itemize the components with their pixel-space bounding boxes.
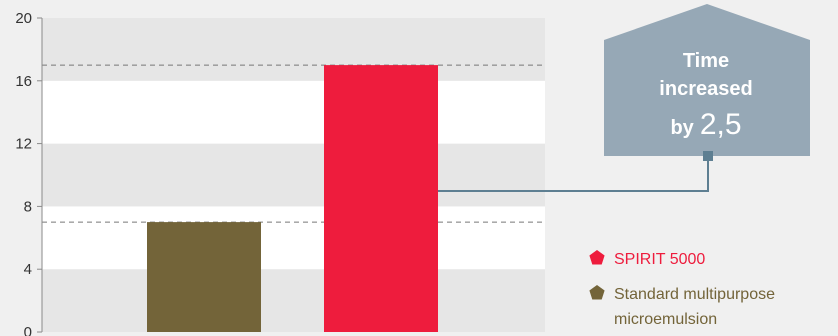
- legend-marker-standard: [589, 285, 605, 300]
- callout-line-3: by 2,5: [670, 108, 741, 141]
- callout-connector: [438, 156, 709, 192]
- reference-lines: [42, 64, 545, 223]
- callout-shape: [604, 4, 810, 156]
- legend-label-standard-line-2: microemulsion: [614, 311, 717, 328]
- bar-spirit: [324, 65, 438, 332]
- grid-bands: [42, 18, 545, 332]
- grid-band: [42, 269, 545, 332]
- grid-band: [42, 206, 545, 270]
- y-tick-label: 20: [15, 10, 32, 27]
- y-tick-label: 4: [24, 261, 32, 278]
- grid-band: [42, 18, 545, 81]
- y-tick-label: 8: [24, 198, 32, 215]
- y-axis: 0 4 8 12 16 20: [15, 10, 42, 336]
- callout-line-2: increased: [659, 78, 752, 100]
- callout-anchor: [703, 151, 713, 161]
- legend: SPIRIT 5000 Standard multipurpose microe…: [589, 250, 779, 328]
- callout-annotation: Time increased by 2,5: [438, 4, 810, 192]
- grid-band: [42, 143, 545, 207]
- legend-item-spirit: SPIRIT 5000: [589, 250, 705, 268]
- y-tick-label: 0: [24, 324, 32, 336]
- bars: [147, 65, 438, 332]
- grid-band: [42, 80, 545, 144]
- legend-item-standard: Standard multipurpose microemulsion: [589, 285, 779, 328]
- callout-line-1: Time: [683, 50, 729, 72]
- y-tick-label: 16: [15, 73, 32, 90]
- legend-marker-spirit: [589, 250, 605, 265]
- callout-value: 2,5: [700, 108, 742, 141]
- legend-label-standard: Standard multipurpose microemulsion: [614, 286, 779, 328]
- callout-by: by: [670, 117, 694, 139]
- legend-label-spirit: SPIRIT 5000: [614, 251, 705, 268]
- bar-standard: [147, 222, 261, 332]
- y-tick-label: 12: [15, 136, 32, 153]
- legend-label-standard-line-1: Standard multipurpose: [614, 286, 775, 303]
